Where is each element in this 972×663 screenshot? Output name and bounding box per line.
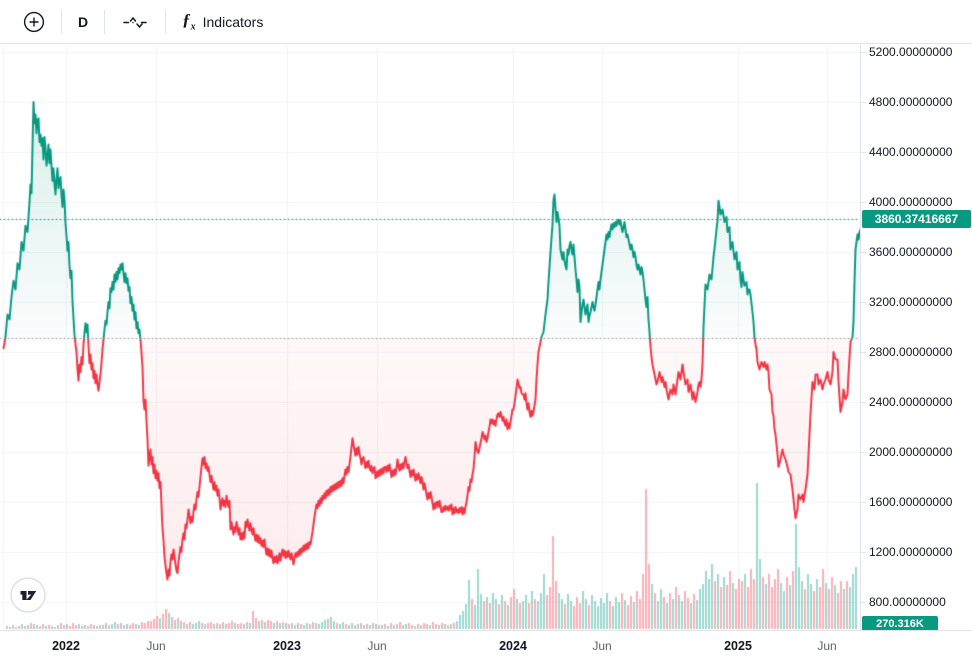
time-axis-label: 2024 (499, 639, 527, 653)
toolbar-divider (104, 9, 106, 34)
time-axis-label: Jun (592, 639, 612, 653)
time-axis-label: 2025 (724, 639, 752, 653)
price-axis[interactable]: 3860.37416667 270.316K 5200.00000000 4800… (860, 45, 972, 631)
price-axis-tickmark (861, 552, 866, 553)
price-axis-label: 2000.00000000 (869, 445, 953, 459)
price-axis-label: 3200.00000000 (869, 295, 953, 309)
price-axis-tickmark (861, 302, 866, 303)
time-axis-label: Jun (367, 639, 387, 653)
price-axis-label: 4400.00000000 (869, 145, 953, 159)
price-axis-label: 2400.00000000 (869, 395, 953, 409)
time-axis-label: 2022 (52, 639, 80, 653)
price-axis-label: 800.00000000 (869, 595, 946, 609)
price-axis-tickmark (861, 102, 866, 103)
time-axis-label: Jun (817, 639, 837, 653)
time-axis-label: 2023 (273, 639, 301, 653)
add-symbol-button[interactable] (12, 5, 56, 39)
tradingview-logo[interactable] (10, 577, 46, 613)
toolbar-divider (61, 9, 62, 34)
price-axis-tickmark (861, 352, 866, 353)
price-axis-label: 1200.00000000 (869, 545, 953, 559)
chart-toolbar: D ƒx Indicators (0, 0, 972, 44)
price-axis-tickmark (861, 452, 866, 453)
chart-style-button[interactable] (110, 5, 160, 39)
volume-badge: 270.316K (862, 616, 938, 631)
indicators-label: Indicators (202, 13, 264, 30)
price-axis-tickmark (861, 152, 866, 153)
price-axis-tickmark (861, 602, 866, 603)
price-axis-label: 1600.00000000 (869, 495, 953, 509)
time-axis-label: Jun (146, 639, 166, 653)
last-price-badge: 3860.37416667 (862, 210, 971, 228)
price-axis-tickmark (861, 502, 866, 503)
interval-button[interactable]: D (67, 5, 99, 39)
interval-label: D (78, 13, 89, 30)
price-chart-canvas[interactable] (0, 45, 860, 630)
toolbar-divider (165, 9, 167, 34)
price-axis-tickmark (861, 202, 866, 203)
price-axis-label: 5200.00000000 (869, 45, 953, 59)
time-axis[interactable]: 2022 Jun 2023 Jun 2024 Jun 2025 Jun (0, 630, 972, 663)
price-axis-tickmark (861, 252, 866, 253)
price-axis-tickmark (861, 402, 866, 403)
price-axis-label: 3600.00000000 (869, 245, 953, 259)
indicators-button[interactable]: ƒx Indicators (171, 5, 274, 39)
plus-circle-icon (23, 11, 45, 32)
price-axis-label: 4800.00000000 (869, 95, 953, 109)
baseline-chart-icon (123, 16, 147, 28)
price-axis-tickmark (861, 52, 866, 53)
price-axis-label: 4000.00000000 (869, 195, 953, 209)
fx-icon: ƒx (182, 9, 196, 33)
price-axis-label: 2800.00000000 (869, 345, 953, 359)
